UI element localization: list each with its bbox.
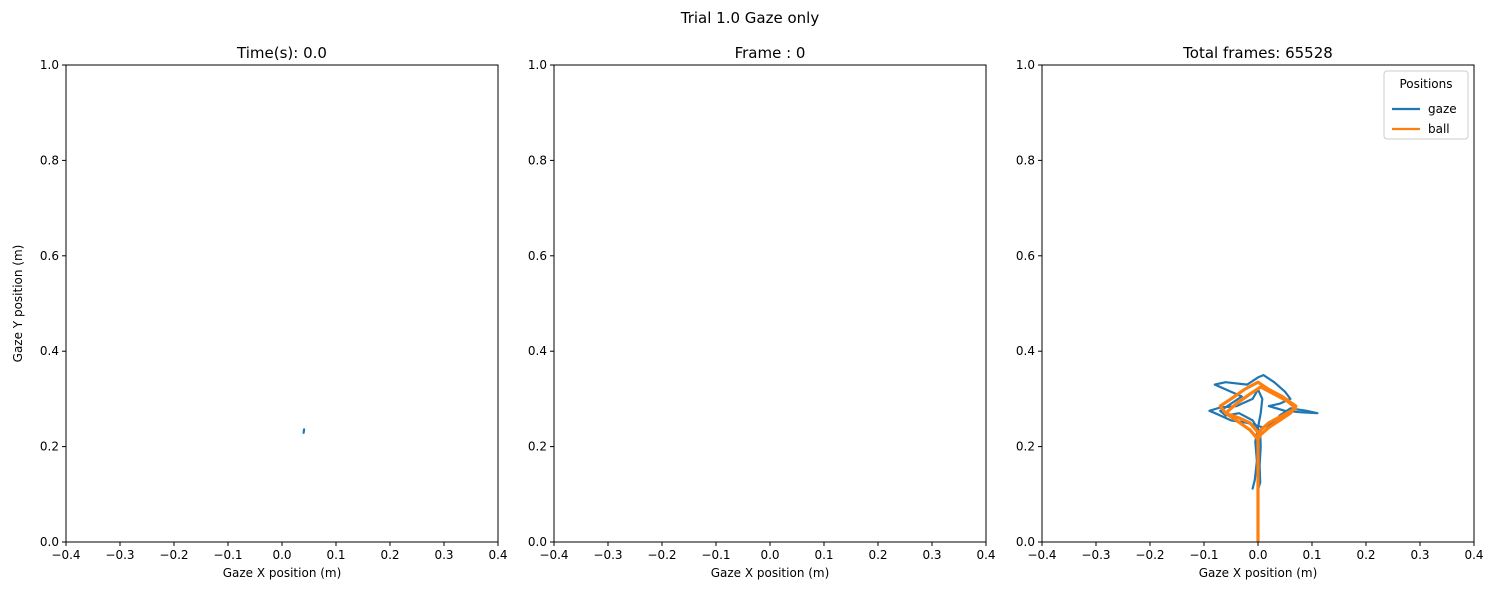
axes-1: Time(s): 0.0 −0.4 −0.3 −0.2 −0.1 0.0 0.1 0.2 0.3…	[11, 44, 508, 580]
axes-3: Total frames: 65528 −0.4 −0.3 −0.2 −0.1 0.0 0.…	[1016, 44, 1484, 580]
y-tick-label: 0.4	[40, 344, 59, 358]
y-tick-label: 0.8	[528, 153, 547, 167]
x-tick-label: −0.4	[51, 548, 80, 562]
x-axis-label: Gaze X position (m)	[1199, 566, 1318, 580]
axes-2: Frame : 0 −0.4 −0.3 −0.2 −0.1 0.0 0.1 0.2 0.3 0.4…	[528, 44, 996, 580]
x-tick-label: 0.3	[434, 548, 453, 562]
legend: Positions gaze ball	[1383, 70, 1469, 140]
x-tick-label: 0.0	[272, 548, 291, 562]
axes-title: Frame : 0	[735, 44, 806, 62]
axes-title: Total frames: 65528	[1182, 44, 1333, 62]
x-tick-label: −0.4	[1027, 548, 1056, 562]
y-tick-label: 0.4	[1016, 344, 1035, 358]
x-tick-label: −0.4	[539, 548, 568, 562]
x-tick-label: 0.3	[922, 548, 941, 562]
y-tick-label: 0.2	[40, 440, 59, 454]
y-tick-label: 0.2	[528, 440, 547, 454]
series-gaze-line	[1208, 374, 1319, 491]
series-group	[302, 428, 306, 434]
x-tick-label: 0.1	[814, 548, 833, 562]
x-tick-label: 0.0	[760, 548, 779, 562]
figure-suptitle: Trial 1.0 Gaze only	[680, 9, 820, 27]
y-tick-label: 0.0	[1016, 535, 1035, 549]
x-tick-label: −0.1	[701, 548, 730, 562]
x-axis-label: Gaze X position (m)	[223, 566, 342, 580]
x-tick-label: 0.0	[1248, 548, 1267, 562]
x-tick-label: 0.3	[1410, 548, 1429, 562]
series-gaze-line	[302, 428, 306, 434]
axes-frame	[553, 64, 987, 543]
legend-label-gaze: gaze	[1428, 102, 1457, 116]
y-tick-label: 1.0	[1016, 58, 1035, 72]
x-tick-label: −0.2	[647, 548, 676, 562]
x-tick-label: −0.3	[593, 548, 622, 562]
x-tick-label: −0.2	[1135, 548, 1164, 562]
axes-frame	[65, 64, 499, 543]
y-tick-label: 0.8	[1016, 153, 1035, 167]
x-tick-label: 0.2	[1356, 548, 1375, 562]
legend-box	[1383, 70, 1469, 140]
axes-title: Time(s): 0.0	[236, 44, 327, 62]
y-tick-label: 0.0	[528, 535, 547, 549]
x-tick-label: 0.1	[1302, 548, 1321, 562]
x-tick-label: 0.4	[488, 548, 507, 562]
y-tick-label: 0.8	[40, 153, 59, 167]
legend-label-ball: ball	[1428, 122, 1450, 136]
y-tick-label: 1.0	[528, 58, 547, 72]
y-tick-label: 0.0	[40, 535, 59, 549]
x-tick-label: −0.1	[213, 548, 242, 562]
x-tick-label: 0.4	[1464, 548, 1483, 562]
y-tick-label: 0.6	[528, 249, 547, 263]
series-ball-line	[1218, 380, 1298, 542]
y-tick-label: 0.4	[528, 344, 547, 358]
x-tick-label: 0.1	[326, 548, 345, 562]
y-tick-label: 0.6	[1016, 249, 1035, 263]
x-tick-label: −0.2	[159, 548, 188, 562]
series-group	[1208, 374, 1319, 542]
y-tick-label: 0.2	[1016, 440, 1035, 454]
y-axis-label: Gaze Y position (m)	[11, 245, 25, 363]
legend-title: Positions	[1400, 77, 1453, 91]
y-tick-label: 1.0	[40, 58, 59, 72]
x-tick-label: 0.4	[976, 548, 995, 562]
x-axis-label: Gaze X position (m)	[711, 566, 830, 580]
x-tick-label: −0.3	[1081, 548, 1110, 562]
x-tick-label: −0.3	[105, 548, 134, 562]
x-tick-label: 0.2	[380, 548, 399, 562]
x-tick-label: −0.1	[1189, 548, 1218, 562]
y-tick-label: 0.6	[40, 249, 59, 263]
x-tick-label: 0.2	[868, 548, 887, 562]
